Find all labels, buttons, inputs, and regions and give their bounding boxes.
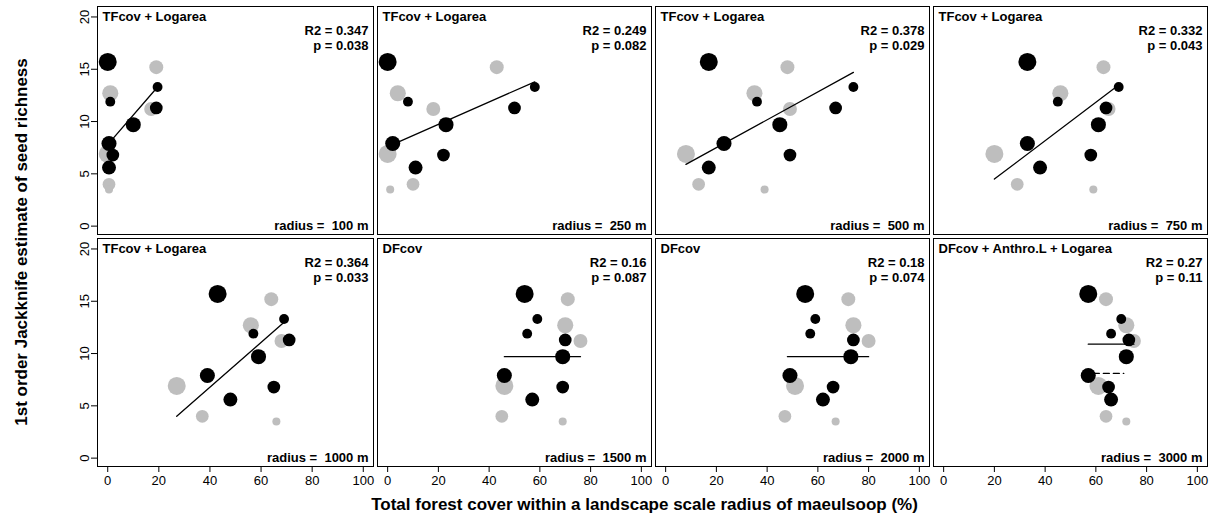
svg-text:TFcov + Logarea: TFcov + Logarea <box>661 9 765 24</box>
svg-text:radius = 100 m: radius = 100 m <box>274 218 368 233</box>
html-text:1st order Jackknife estimate o: 1st order Jackknife estimate of seed ric… <box>12 58 31 426</box>
svg-text:0: 0 <box>384 473 391 488</box>
svg-text:0: 0 <box>77 455 92 462</box>
svg-text:R2 = 0.27p = 0.11: R2 = 0.27p = 0.11 <box>1146 255 1203 285</box>
svg-text:60: 60 <box>254 473 268 488</box>
svg-text:R2 = 0.16p = 0.087: R2 = 0.16p = 0.087 <box>590 255 647 285</box>
svg-text:60: 60 <box>533 473 547 488</box>
svg-text:80: 80 <box>861 473 875 488</box>
svg-text:20: 20 <box>77 10 92 24</box>
svg-text:100: 100 <box>909 473 931 488</box>
svg-text:0: 0 <box>940 473 947 488</box>
svg-text:60: 60 <box>811 473 825 488</box>
svg-text:TFcov + Logarea: TFcov + Logarea <box>103 9 207 24</box>
svg-text:40: 40 <box>1038 473 1052 488</box>
svg-text:R2 = 0.332p = 0.043: R2 = 0.332p = 0.043 <box>1139 23 1203 53</box>
svg-text:radius = 500 m: radius = 500 m <box>830 218 924 233</box>
svg-text:100: 100 <box>352 473 374 488</box>
svg-text:20: 20 <box>709 473 723 488</box>
svg-text:40: 40 <box>482 473 496 488</box>
svg-text:60: 60 <box>1089 473 1103 488</box>
svg-text:20: 20 <box>987 473 1001 488</box>
svg-text:DFcov: DFcov <box>383 241 424 256</box>
svg-text:radius = 1500 m: radius = 1500 m <box>545 450 647 465</box>
svg-text:15: 15 <box>77 294 92 308</box>
html-text:Total forest cover within a la: Total forest cover within a landscape sc… <box>371 495 918 514</box>
svg-text:TFcov + Logarea: TFcov + Logarea <box>939 9 1043 24</box>
svg-text:10: 10 <box>77 346 92 360</box>
svg-text:R2 = 0.364p = 0.033: R2 = 0.364p = 0.033 <box>305 255 370 285</box>
svg-text:0: 0 <box>662 473 669 488</box>
svg-text:0: 0 <box>77 223 92 230</box>
svg-text:radius = 1000 m: radius = 1000 m <box>267 450 369 465</box>
svg-text:0: 0 <box>104 473 111 488</box>
svg-text:20: 20 <box>77 242 92 256</box>
svg-text:15: 15 <box>77 62 92 76</box>
svg-text:5: 5 <box>77 170 92 177</box>
svg-text:80: 80 <box>583 473 597 488</box>
svg-text:radius = 250 m: radius = 250 m <box>552 218 646 233</box>
svg-text:DFcov: DFcov <box>661 241 702 256</box>
svg-text:radius = 750 m: radius = 750 m <box>1108 218 1202 233</box>
svg-text:100: 100 <box>631 473 653 488</box>
svg-text:80: 80 <box>1139 473 1153 488</box>
svg-text:R2 = 0.347p = 0.038: R2 = 0.347p = 0.038 <box>305 23 369 53</box>
svg-text:R2 = 0.378p = 0.029: R2 = 0.378p = 0.029 <box>861 23 925 53</box>
svg-text:10: 10 <box>77 114 92 128</box>
svg-text:5: 5 <box>77 402 92 409</box>
svg-text:20: 20 <box>152 473 166 488</box>
svg-text:radius = 3000 m: radius = 3000 m <box>1101 450 1203 465</box>
svg-text:TFcov + Logarea: TFcov + Logarea <box>103 241 207 256</box>
svg-text:20: 20 <box>431 473 445 488</box>
svg-text:DFcov + Anthro.L + Logarea: DFcov + Anthro.L + Logarea <box>939 241 1113 256</box>
svg-text:40: 40 <box>760 473 774 488</box>
svg-text:radius = 2000 m: radius = 2000 m <box>823 450 925 465</box>
svg-text:80: 80 <box>305 473 319 488</box>
svg-text:R2 = 0.18p = 0.074: R2 = 0.18p = 0.074 <box>868 255 926 285</box>
svg-text:40: 40 <box>203 473 217 488</box>
svg-text:100: 100 <box>1187 473 1209 488</box>
svg-text:R2 = 0.249p = 0.082: R2 = 0.249p = 0.082 <box>583 23 647 53</box>
svg-text:TFcov + Logarea: TFcov + Logarea <box>383 9 487 24</box>
